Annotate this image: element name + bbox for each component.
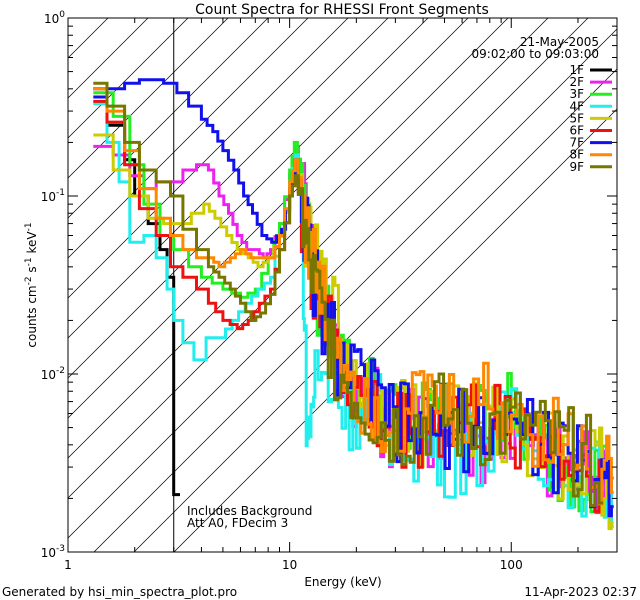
hatch-line <box>68 18 269 219</box>
hatch-line <box>68 18 429 379</box>
hatch-line <box>68 18 229 179</box>
hatch-line <box>133 68 617 552</box>
plot-frame <box>67 17 618 553</box>
series-line-9F <box>93 81 604 508</box>
hatch-line <box>68 18 389 339</box>
y-tick-label: 10-2 <box>41 366 65 382</box>
y-tick-label: 10-1 <box>41 188 65 204</box>
x-tick-label: 10 <box>282 558 297 572</box>
x-axis-label: Energy (keV) <box>304 575 381 589</box>
hatch-line <box>68 18 149 99</box>
note-background: Includes Background <box>187 504 312 518</box>
date-label: 21-May-2005 <box>520 35 599 49</box>
timestamp-label: 11-Apr-2023 02:37 <box>524 585 637 599</box>
legend-label-1F: 1F <box>569 63 584 77</box>
y-tick-label: 100 <box>44 10 65 26</box>
note-attenuator: Att A0, FDecim 3 <box>187 516 288 530</box>
series-line-2F <box>93 144 614 527</box>
series-line-8F <box>93 87 614 506</box>
time-range-label: 09:02:00 to 09:03:00 <box>472 47 599 61</box>
legend-label-9F: 9F <box>569 160 584 174</box>
hatch-line <box>68 18 189 139</box>
hatch-line <box>68 18 509 459</box>
legend-label-7F: 7F <box>569 136 584 150</box>
hatch-line <box>68 18 549 499</box>
y-axis-label-base: counts cm <box>25 285 39 347</box>
chart-title: Count Spectra for RHESSI Front Segments <box>195 2 489 18</box>
legend-label-5F: 5F <box>569 111 584 125</box>
legend-label-3F: 3F <box>569 87 584 101</box>
y-tick-label: 10-3 <box>41 544 65 560</box>
y-axis-label-mid1: s <box>25 266 39 276</box>
generated-by-label: Generated by hsi_min_spectra_plot.pro <box>2 585 237 599</box>
axis-ticks <box>67 17 618 553</box>
hatch-line <box>173 108 617 552</box>
legend-label-4F: 4F <box>569 99 584 113</box>
hatch-line <box>68 18 69 19</box>
hatch-line <box>68 18 349 299</box>
x-tick-labels: 1 10 100 <box>64 558 523 572</box>
legend-label-8F: 8F <box>569 148 584 162</box>
y-tick-labels: 100 10-1 10-2 10-3 <box>41 10 66 560</box>
series-line-4F <box>93 102 614 529</box>
y-axis-label: counts cm-2 s-1 keV-1 <box>24 222 39 347</box>
legend-label-2F: 2F <box>569 75 584 89</box>
x-tick-label: 100 <box>500 558 523 572</box>
hatch-line <box>68 18 309 259</box>
y-axis-label-sup3: -1 <box>24 222 34 231</box>
series-group <box>93 78 614 531</box>
y-axis-label-sup2: -1 <box>24 257 34 266</box>
legend-label-6F: 6F <box>569 124 584 138</box>
hatch-line <box>68 18 109 59</box>
x-tick-label: 1 <box>64 558 72 572</box>
y-axis-label-sup1: -2 <box>24 276 34 285</box>
hatch-line <box>93 28 617 552</box>
y-axis-label-mid2: keV <box>25 231 39 258</box>
hatch-line <box>68 18 469 419</box>
